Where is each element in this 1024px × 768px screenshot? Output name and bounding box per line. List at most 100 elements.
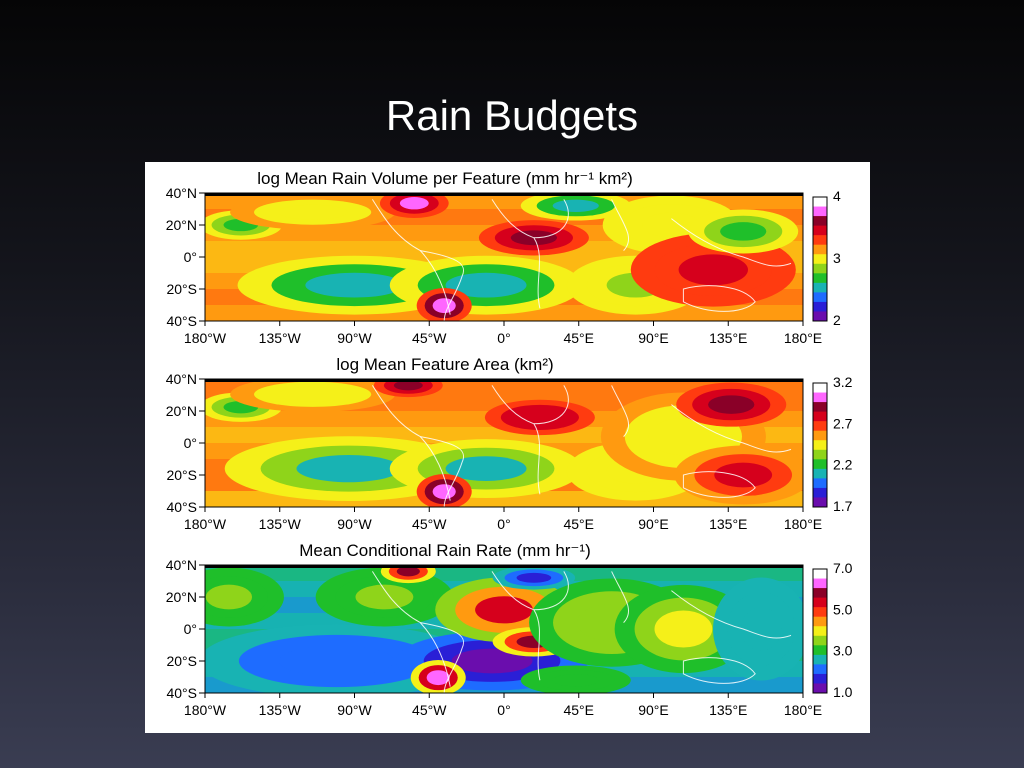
heatmap-cell	[714, 462, 773, 488]
colorbar-frame	[812, 196, 828, 322]
coastline	[671, 404, 792, 453]
x-tick-label: 45°E	[563, 516, 594, 532]
colorbar-segment	[813, 673, 827, 684]
heatmap-cell	[451, 648, 533, 674]
colorbar-segment	[813, 225, 827, 236]
y-tick-label: 40°S	[166, 313, 197, 329]
colorbar-label: 4	[833, 188, 841, 204]
y-tick-label: 20°N	[166, 403, 197, 419]
x-tick-label: 180°W	[184, 702, 227, 718]
colorbar-label: 2.2	[833, 457, 853, 473]
heatmap-cell	[516, 572, 552, 583]
colorbar-label: 5.0	[833, 601, 853, 617]
rain-budget-maps: log Mean Rain Volume per Feature (mm hr⁻…	[166, 169, 853, 718]
coastline	[533, 385, 569, 425]
colorbar-segment	[813, 459, 827, 470]
x-tick-label: 0°	[497, 516, 510, 532]
heatmap-cell	[305, 272, 404, 298]
y-tick-label: 20°N	[166, 217, 197, 233]
colorbar-segment	[813, 430, 827, 441]
coastline	[682, 471, 756, 498]
heatmap-cell	[678, 254, 748, 286]
map-top-edge	[205, 565, 803, 568]
x-tick-label: 180°W	[184, 516, 227, 532]
colorbar-label: 1.7	[833, 498, 853, 514]
x-tick-label: 90°W	[337, 516, 372, 532]
coastline	[533, 571, 569, 611]
colorbar-segment	[813, 421, 827, 432]
y-tick-label: 0°	[184, 249, 197, 265]
coastline	[420, 436, 464, 507]
colorbar-segment	[813, 478, 827, 489]
colorbar-segment	[813, 497, 827, 508]
map-top-edge	[205, 193, 803, 196]
panel-title: log Mean Feature Area (km²)	[336, 355, 553, 374]
coastline	[420, 250, 464, 321]
colorbar-segment	[813, 235, 827, 246]
colorbar-label: 3.0	[833, 643, 853, 659]
heatmap-cell	[393, 380, 423, 391]
x-tick-label: 0°	[497, 330, 510, 346]
heatmap-cell	[516, 409, 564, 425]
x-tick-label: 180°E	[784, 330, 822, 346]
colorbar-frame	[812, 568, 828, 694]
x-tick-label: 90°E	[638, 702, 669, 718]
y-tick-label: 0°	[184, 621, 197, 637]
colorbar-segment	[813, 449, 827, 460]
colorbar-segment	[813, 607, 827, 618]
heatmap-cell	[426, 670, 450, 686]
y-tick-label: 20°S	[166, 653, 197, 669]
heatmap-field	[205, 565, 803, 693]
heatmap-cell	[277, 204, 348, 220]
colorbar-segment	[813, 578, 827, 589]
figure-panel: log Mean Rain Volume per Feature (mm hr⁻…	[145, 162, 870, 733]
y-tick-label: 40°S	[166, 685, 197, 701]
colorbar-label: 2.7	[833, 415, 853, 431]
colorbar-segment	[813, 244, 827, 255]
heatmap-cell	[399, 197, 429, 210]
y-tick-label: 40°N	[166, 557, 197, 573]
y-tick-label: 40°N	[166, 185, 197, 201]
colorbar-segment	[813, 254, 827, 265]
heatmap-cell	[278, 645, 395, 677]
colorbar-segment	[813, 569, 827, 580]
coastline	[420, 622, 464, 693]
x-tick-label: 45°W	[412, 330, 447, 346]
x-tick-label: 45°E	[563, 702, 594, 718]
x-tick-label: 45°W	[412, 702, 447, 718]
heatmap-cell	[642, 212, 701, 238]
heatmap-cell	[296, 454, 401, 483]
map-panel-3	[199, 564, 828, 698]
colorbar-segment	[813, 440, 827, 451]
colorbar-segment	[813, 654, 827, 665]
x-tick-label: 135°E	[709, 330, 747, 346]
colorbar-label: 1.0	[833, 684, 853, 700]
y-tick-label: 0°	[184, 435, 197, 451]
heatmap-cell	[445, 272, 527, 298]
colorbar-segment	[813, 383, 827, 394]
y-tick-label: 40°N	[166, 371, 197, 387]
heatmap-cell	[552, 199, 599, 212]
colorbar-segment	[813, 597, 827, 608]
colorbar-segment	[813, 282, 827, 293]
heatmap-cell	[740, 607, 782, 651]
x-tick-label: 45°E	[563, 330, 594, 346]
colorbar-segment	[813, 292, 827, 303]
colorbar-segment	[813, 635, 827, 646]
x-tick-label: 90°E	[638, 330, 669, 346]
colorbar-segment	[813, 683, 827, 694]
map-panel-2	[199, 378, 828, 512]
coastline	[371, 571, 451, 687]
colorbar-segment	[813, 626, 827, 637]
coastline	[682, 285, 756, 312]
coastline	[611, 571, 629, 623]
panel-title: Mean Conditional Rain Rate (mm hr⁻¹)	[299, 541, 590, 560]
heatmap-cell	[396, 566, 420, 577]
map-panel-1	[199, 192, 828, 326]
x-tick-label: 90°W	[337, 330, 372, 346]
heatmap-cell	[205, 584, 253, 610]
x-tick-label: 90°E	[638, 516, 669, 532]
heatmap-cell	[552, 674, 599, 687]
x-tick-label: 135°W	[259, 516, 302, 532]
colorbar-segment	[813, 468, 827, 479]
